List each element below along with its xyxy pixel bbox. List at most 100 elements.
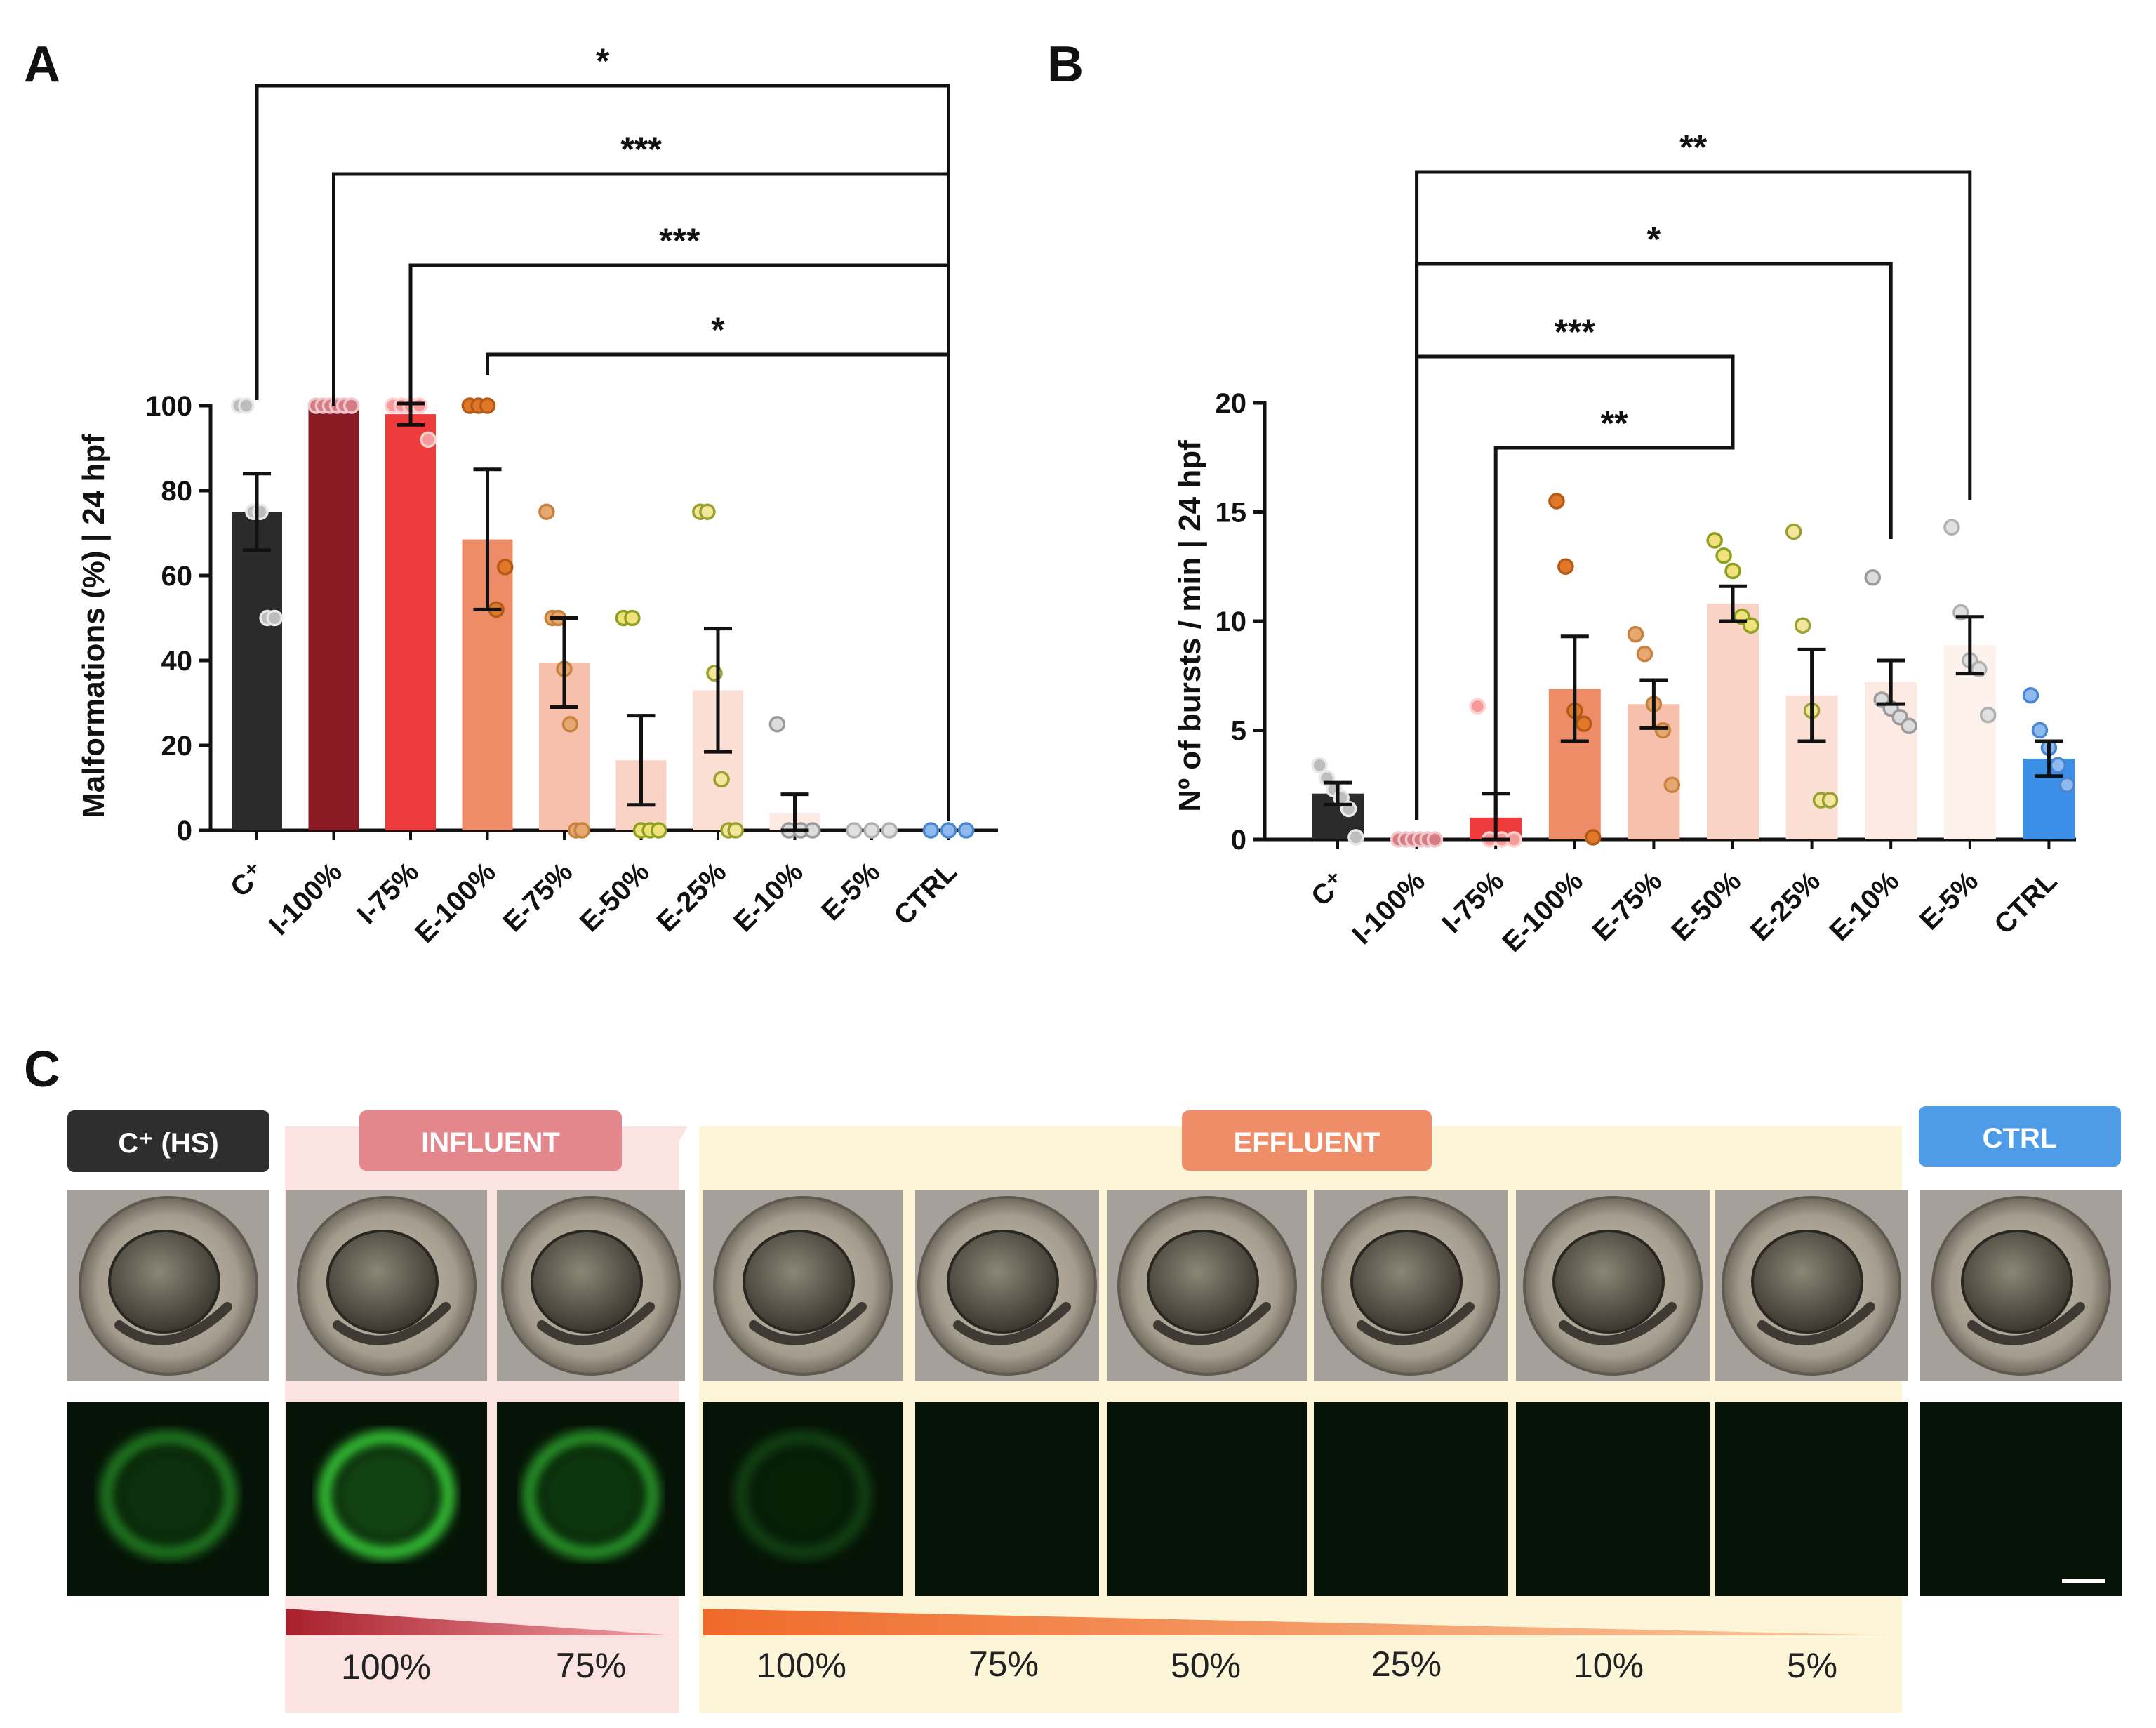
chart-b-category-label: E-10% xyxy=(1824,865,1905,947)
chart-b-data-point xyxy=(1901,717,1917,735)
fluorescence-tile xyxy=(1314,1402,1508,1596)
embryo-yolk xyxy=(1147,1230,1259,1334)
cpos-header-label: C⁺ (HS) xyxy=(118,1128,218,1159)
chart-b-data-point xyxy=(1636,645,1653,663)
chart-b-ytick-label: 15 xyxy=(1216,498,1247,529)
chart-b-ytick-label: 5 xyxy=(1231,716,1246,747)
chart-a-significance-label: *** xyxy=(620,130,662,169)
chart-a-data-point xyxy=(650,822,667,839)
chart-b-data-point xyxy=(2049,757,2067,774)
chart-a-significance-label: *** xyxy=(659,221,700,260)
chart-a-ytick-label: 20 xyxy=(161,731,193,762)
chart-b-data-point xyxy=(1794,617,1811,634)
chart-a-category-label: C⁺ xyxy=(225,856,271,903)
chart-a-ytick-label: 60 xyxy=(161,561,193,592)
chart-b-ytick-label: 20 xyxy=(1216,388,1247,419)
chart-a-data-point xyxy=(624,609,641,627)
embryo-body xyxy=(1757,1302,1875,1345)
embryo-body xyxy=(333,1302,451,1345)
chart-a-category-label: E-10% xyxy=(728,856,809,938)
chart-b-data-point xyxy=(1785,523,1802,540)
ctrl-header xyxy=(1919,1106,2121,1167)
chart-b-significance-label: * xyxy=(1647,220,1661,259)
fluorescence-tile xyxy=(1107,1402,1307,1596)
fluorescence-glow xyxy=(542,1450,640,1540)
chart-b-data-point xyxy=(1311,757,1328,774)
chart-b-bar xyxy=(1707,604,1759,839)
chart-b-data-point xyxy=(1469,698,1486,715)
chart-b-data-point xyxy=(1548,493,1565,510)
chart-a-data-point xyxy=(922,822,940,839)
panel-a-label: A xyxy=(24,36,60,93)
chart-a-significance-bracket xyxy=(255,84,950,821)
embryo-body xyxy=(114,1302,232,1345)
embryo-body xyxy=(953,1302,1071,1345)
fluorescence-tile xyxy=(1920,1402,2122,1596)
embryo-yolk xyxy=(1552,1230,1665,1334)
embryo-body xyxy=(1153,1302,1271,1345)
embryo-yolk xyxy=(1961,1230,2073,1334)
embryo-yolk xyxy=(1751,1230,1863,1334)
effluent-header xyxy=(1182,1110,1432,1171)
chart-b-data-point xyxy=(1654,722,1672,739)
effluent-concentration-wedge xyxy=(703,1609,1896,1635)
chart-a-data-point xyxy=(238,397,255,414)
embryo-yolk xyxy=(531,1230,643,1334)
effluent-pct-75: 75% xyxy=(969,1644,1039,1684)
effluent-pct-5: 5% xyxy=(1787,1646,1837,1685)
chart-b-category-label: E-100% xyxy=(1496,865,1589,958)
chart-a-data-point xyxy=(561,716,579,733)
effluent-pct-100: 100% xyxy=(757,1646,846,1685)
scale-bar xyxy=(2062,1579,2105,1583)
chart-b-significance-bracket xyxy=(1493,423,1735,820)
chart-a-ytick-label: 100 xyxy=(145,391,192,422)
chart-b-ytick-label: 0 xyxy=(1231,825,1246,856)
embryo-image-row xyxy=(67,1190,2122,1381)
embryo-yolk xyxy=(743,1230,855,1334)
chart-a-data-point xyxy=(846,822,863,839)
chart-a-significance-label: * xyxy=(596,41,610,81)
chart-a-data-point xyxy=(881,822,898,839)
chart-b-category-label: E-75% xyxy=(1587,865,1668,947)
chart-b-data-point xyxy=(1557,558,1574,575)
chart-b-bar xyxy=(1943,645,1996,839)
chart-b-data-point xyxy=(1715,547,1732,564)
chart-a-category-label: E-25% xyxy=(651,856,732,938)
chart-b-category-label: E-25% xyxy=(1745,865,1826,947)
influent-concentration-wedge xyxy=(286,1609,675,1635)
chart-b-data-point xyxy=(1706,532,1723,549)
chart-b-category-label: C⁺ xyxy=(1305,865,1352,912)
chart-a-category-label: CTRL xyxy=(888,856,963,931)
chart-a-data-point xyxy=(699,503,716,520)
chart-a-significance-bracket xyxy=(486,352,950,821)
chart-a-data-point xyxy=(768,716,786,733)
chart-a-category-label: E-100% xyxy=(409,856,502,949)
chart-b-data-point xyxy=(1979,706,1997,724)
chart-a-data-point xyxy=(496,559,514,576)
ctrl-header-label: CTRL xyxy=(1983,1123,2058,1154)
fluorescence-glow xyxy=(754,1450,852,1540)
fluorescence-tile xyxy=(1516,1402,1710,1596)
embryo-body xyxy=(1559,1302,1677,1345)
fluorescence-signal xyxy=(319,1431,455,1559)
effluent-pct-25: 25% xyxy=(1371,1644,1442,1684)
fluorescence-glow xyxy=(119,1450,218,1540)
chart-a-category-label: E-50% xyxy=(574,856,656,938)
effluent-header-label: EFFLUENT xyxy=(1234,1127,1380,1158)
embryo-body xyxy=(537,1302,655,1345)
fluorescence-signal xyxy=(100,1431,237,1559)
chart-b-category-label: I-75% xyxy=(1437,865,1510,939)
chart-b: Nº of bursts / min | 24 hpf 05101520C⁺I-… xyxy=(1173,128,2076,958)
influent-header-label: INFLUENT xyxy=(421,1127,560,1158)
embryo-yolk xyxy=(1350,1230,1463,1334)
panel-c-label: C xyxy=(24,1042,60,1098)
chart-a-data-point xyxy=(573,822,590,839)
chart-a-data-point xyxy=(727,822,744,839)
embryo-yolk xyxy=(326,1230,439,1334)
cpos-header xyxy=(67,1110,270,1172)
chart-b-data-point xyxy=(1864,569,1882,586)
chart-b-data-point xyxy=(1743,617,1759,634)
chart-b-data-point xyxy=(1348,829,1364,846)
chart-a-bar xyxy=(385,414,436,830)
